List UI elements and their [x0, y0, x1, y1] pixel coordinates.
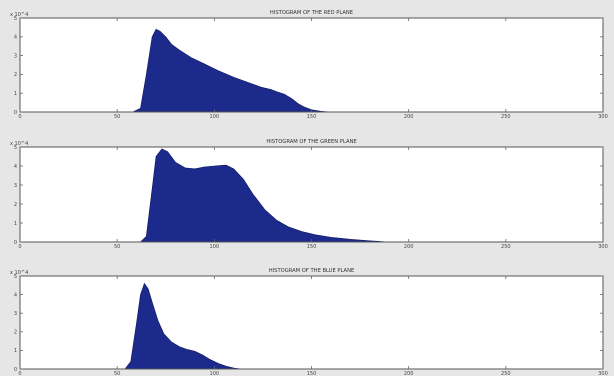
- chart-title: HISTOGRAM OF THE BLUE PLANE: [269, 268, 355, 274]
- histogram-area-0: [20, 148, 603, 243]
- y-tick-label: 0: [14, 367, 17, 373]
- x-tick-label: 300: [598, 114, 608, 120]
- y-tick-label: 0: [14, 240, 17, 246]
- x-tick-label: 50: [114, 114, 120, 120]
- y-tick-label: 5: [14, 274, 17, 280]
- x-tick-label: 250: [501, 371, 511, 376]
- x-tick-label: 150: [307, 114, 317, 120]
- y-tick-label: 5: [14, 16, 17, 22]
- y-exponent-label: x 10^4: [10, 270, 28, 276]
- y-exponent-label: x 10^4: [10, 141, 28, 147]
- histogram-area-0: [20, 28, 603, 113]
- chart-title: HISTOGRAM OF THE RED PLANE: [270, 10, 353, 16]
- histogram-panel-0: 0 50 100 150 200 250 300 0 1 2 3 4 5x 10^4 HISTOGRAM …: [10, 10, 608, 120]
- x-tick-label: 300: [598, 371, 608, 376]
- plot-area: [20, 147, 603, 242]
- y-tick-label: 4: [14, 292, 17, 298]
- y-tick-label: 2: [14, 202, 17, 208]
- y-tick-label: 4: [14, 35, 17, 41]
- y-tick-label: 2: [14, 72, 17, 78]
- y-tick-label: 1: [14, 348, 17, 354]
- x-tick-label: 150: [307, 371, 317, 376]
- x-tick-label: 200: [404, 244, 414, 250]
- y-exponent-label: x 10^4: [10, 12, 28, 18]
- x-tick-label: 100: [210, 114, 220, 120]
- y-tick-label: 3: [14, 183, 17, 189]
- x-tick-label: 0: [18, 371, 21, 376]
- x-tick-label: 300: [598, 244, 608, 250]
- y-tick-label: 1: [14, 91, 17, 97]
- histogram-panel-2: 0 50 100 150 200 250 300 0 1 2 3 4 5x 10^4 HISTOGRAM …: [10, 268, 608, 376]
- y-tick-label: 3: [14, 311, 17, 317]
- x-tick-label: 0: [18, 114, 21, 120]
- x-tick-label: 50: [114, 244, 120, 250]
- x-tick-label: 250: [501, 244, 511, 250]
- x-tick-label: 100: [210, 244, 220, 250]
- y-tick-label: 3: [14, 53, 17, 59]
- x-tick-label: 0: [18, 244, 21, 250]
- x-tick-label: 250: [501, 114, 511, 120]
- y-tick-label: 5: [14, 145, 17, 151]
- y-tick-label: 2: [14, 330, 17, 336]
- x-tick-label: 200: [404, 114, 414, 120]
- chart-title: HISTOGRAM OF THE GREEN PLANE: [266, 139, 356, 145]
- plot-area: [20, 18, 603, 112]
- x-tick-label: 100: [210, 371, 220, 376]
- plot-area: [20, 276, 603, 369]
- y-tick-label: 1: [14, 221, 17, 227]
- histogram-panel-1: 0 50 100 150 200 250 300 0 1 2 3 4 5x 10^4 HISTOGRAM …: [10, 139, 608, 250]
- x-tick-label: 50: [114, 371, 120, 376]
- x-tick-label: 150: [307, 244, 317, 250]
- y-tick-label: 0: [14, 110, 17, 116]
- histogram-area-0: [20, 282, 603, 370]
- y-tick-label: 4: [14, 164, 17, 170]
- x-tick-label: 200: [404, 371, 414, 376]
